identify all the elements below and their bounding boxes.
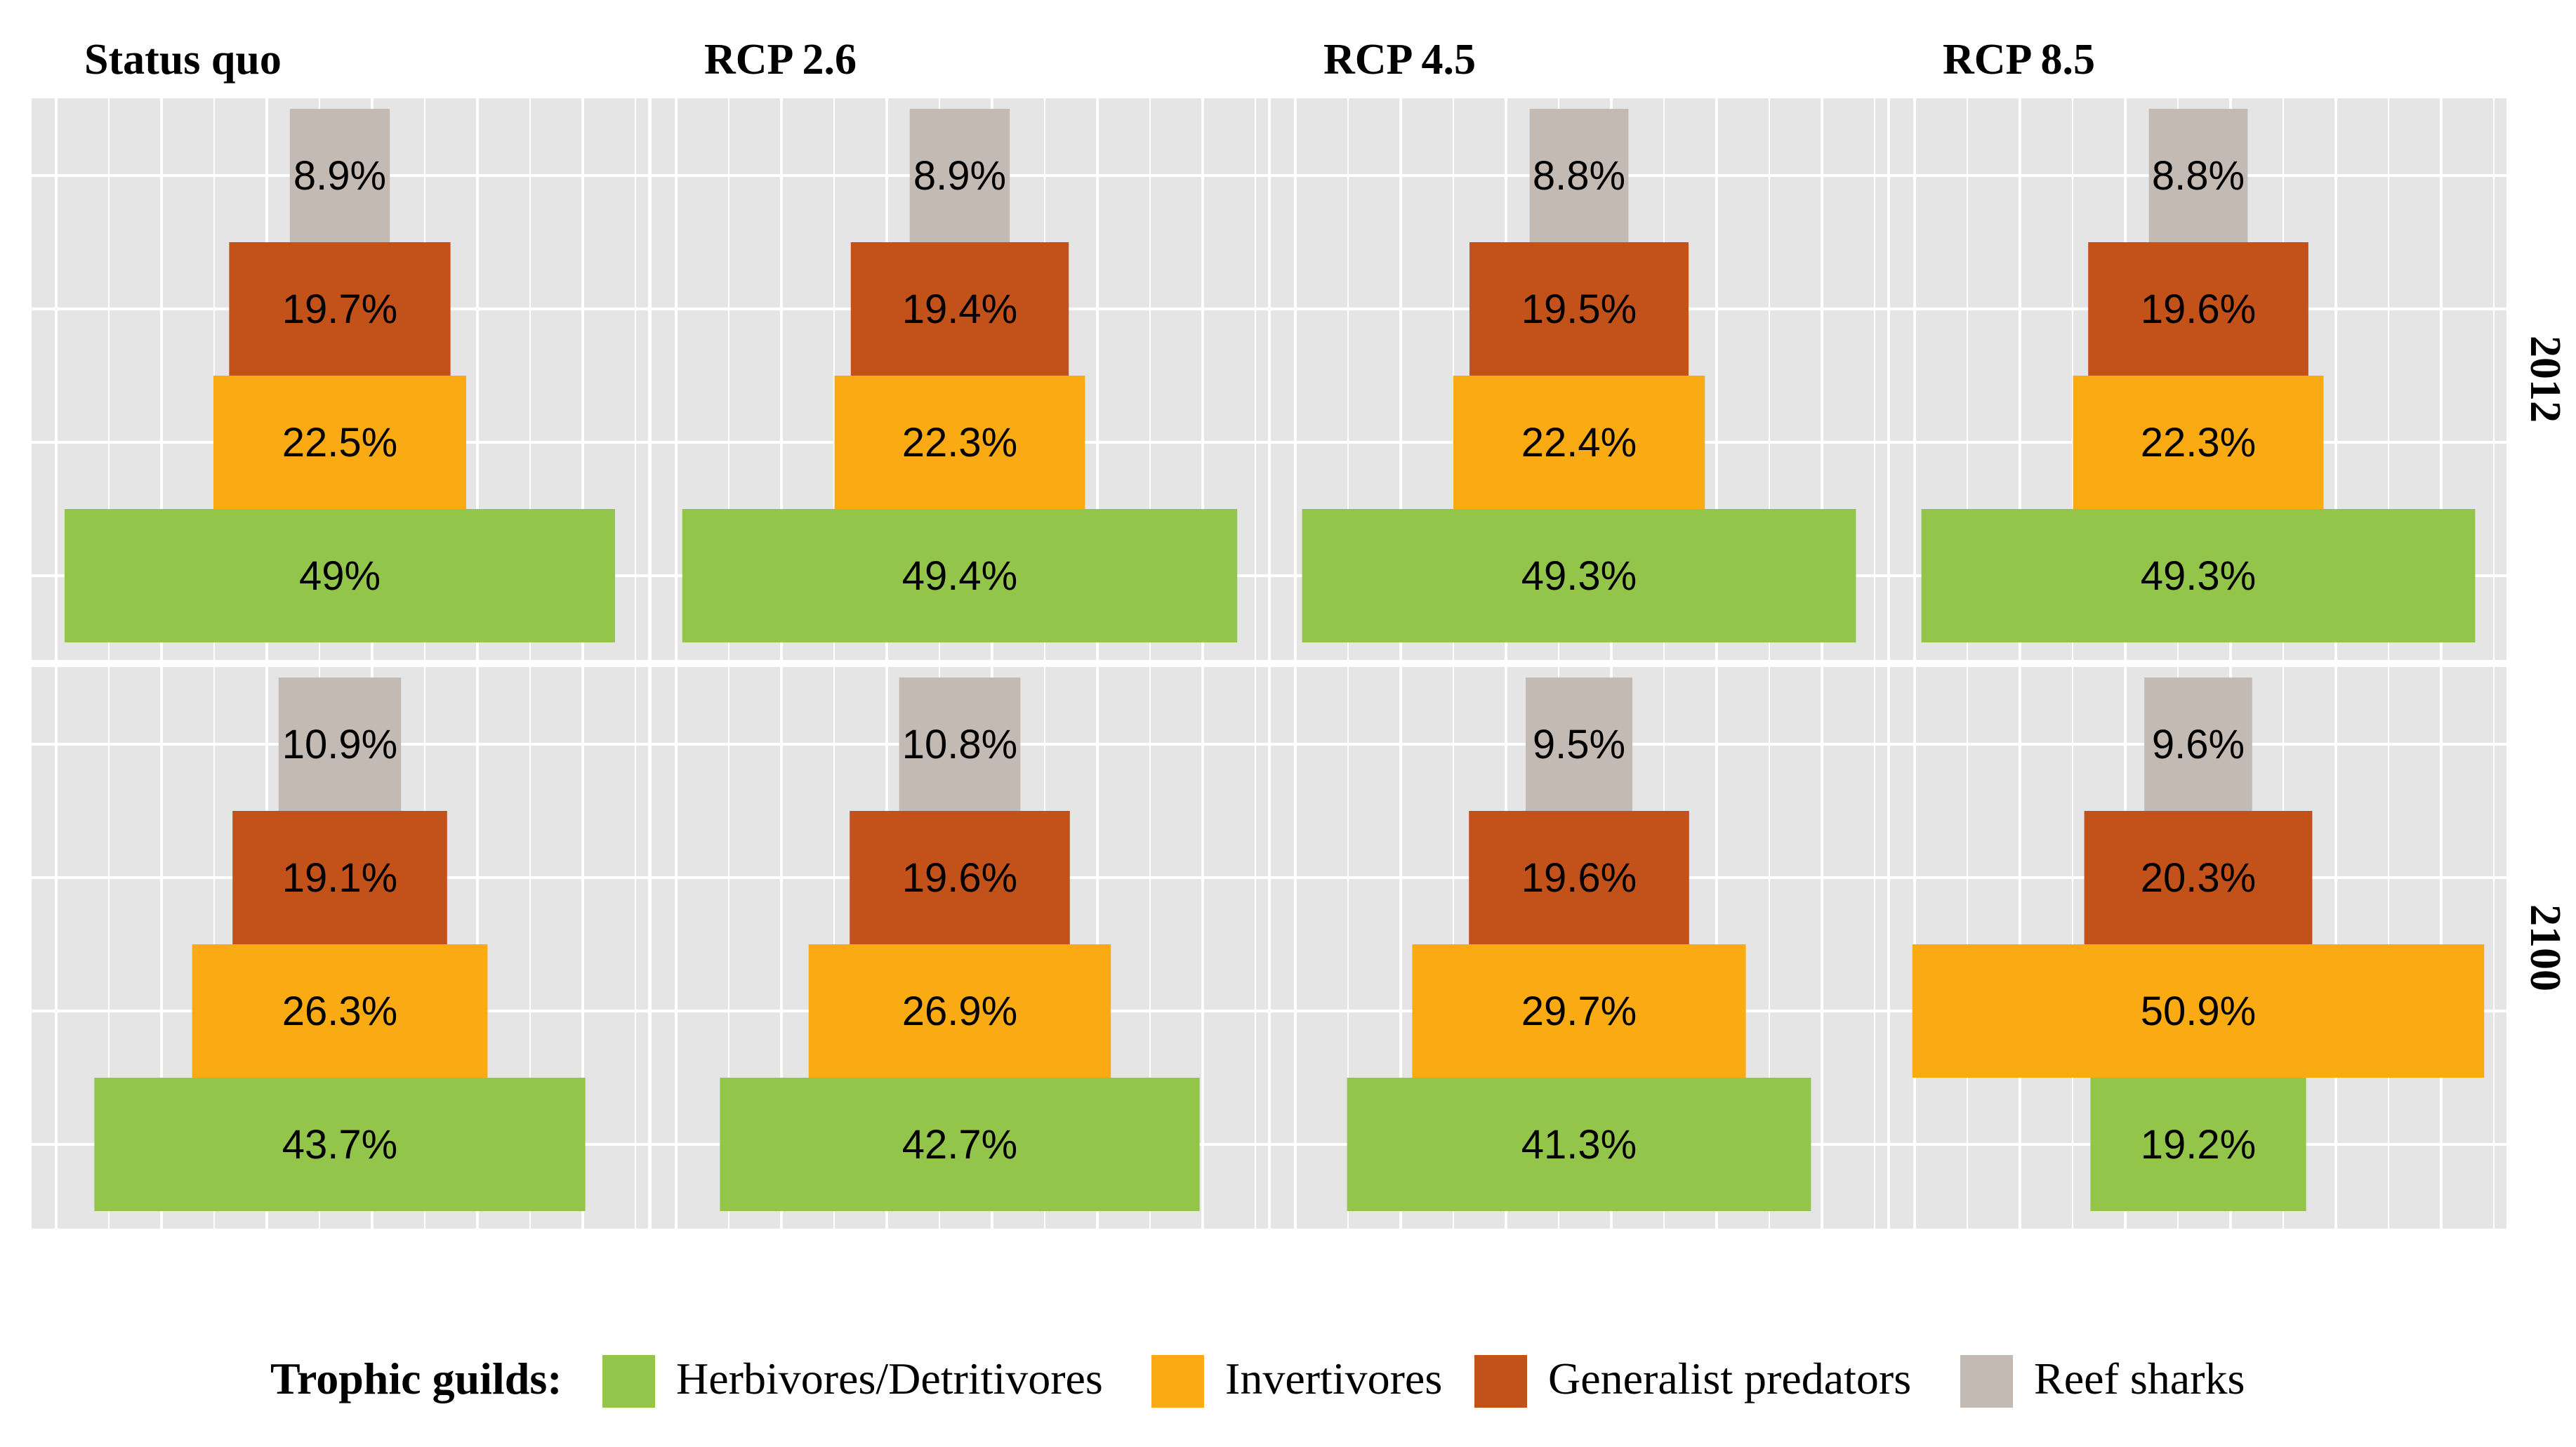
bar-invertivores: [1453, 376, 1705, 509]
column-title-rcp-2-6: RCP 2.6: [704, 36, 857, 84]
legend-label-reef-sharks: Reef sharks: [2034, 1354, 2245, 1403]
bar-label-invertivores: 22.4%: [1521, 420, 1637, 465]
bar-herbivores-detritivores: [2090, 1078, 2306, 1211]
bar-label-generalist-predators: 19.5%: [1521, 286, 1637, 332]
bar-generalist-predators: [850, 242, 1069, 376]
bar-label-herbivores-detritivores: 49%: [299, 553, 381, 599]
column-title-rcp-8-5: RCP 8.5: [1943, 36, 2095, 84]
bar-label-generalist-predators: 20.3%: [2141, 855, 2256, 901]
bar-label-generalist-predators: 19.7%: [282, 286, 397, 332]
bar-label-reef-sharks: 8.8%: [1533, 153, 1625, 199]
bar-herbivores-detritivores: [1302, 509, 1856, 642]
bar-invertivores: [1412, 944, 1746, 1078]
bar-label-generalist-predators: 19.6%: [2141, 286, 2256, 332]
bar-label-herbivores-detritivores: 43.7%: [282, 1122, 397, 1168]
panel-2100-rcp-2-6: 42.7% 26.9% 19.6% 10.8%: [652, 667, 1268, 1229]
bar-invertivores: [834, 376, 1085, 509]
bar-herbivores-detritivores: [94, 1078, 586, 1211]
bar-generalist-predators: [1469, 811, 1689, 944]
bar-label-invertivores: 26.9%: [902, 989, 1017, 1034]
legend: Trophic guilds: Herbivores/Detritivores In…: [270, 1354, 2245, 1408]
legend-label-generalist-predators: Generalist predators: [1548, 1354, 1911, 1403]
facet-panels: 49% 22.5% 19.7% 8.9% 49.4% 22.3% 19.4% 8.9% 49.3…: [32, 98, 2506, 1229]
bar-label-invertivores: 22.3%: [902, 420, 1017, 465]
column-title-status-quo: Status quo: [84, 36, 282, 84]
bar-invertivores: [2073, 376, 2324, 509]
bar-herbivores-detritivores: [1347, 1078, 1811, 1211]
bar-generalist-predators: [850, 811, 1070, 944]
bar-herbivores-detritivores: [720, 1078, 1200, 1211]
bar-generalist-predators: [2084, 811, 2313, 944]
bar-herbivores-detritivores: [1921, 509, 2476, 642]
bar-reef-sharks: [2144, 678, 2252, 811]
bar-invertivores: [1912, 944, 2485, 1078]
bar-label-reef-sharks: 9.5%: [1533, 722, 1625, 767]
bar-reef-sharks: [899, 678, 1021, 811]
bar-label-generalist-predators: 19.4%: [902, 286, 1017, 332]
row-label-2100: 2100: [2521, 904, 2569, 991]
bar-reef-sharks: [289, 109, 390, 242]
bar-label-invertivores: 26.3%: [282, 989, 397, 1034]
row-labels: 2012 2100: [2521, 336, 2569, 991]
bar-label-herbivores-detritivores: 42.7%: [902, 1122, 1017, 1168]
column-titles: Status quo RCP 2.6 RCP 4.5 RCP 8.5: [84, 36, 2095, 84]
column-title-rcp-4-5: RCP 4.5: [1323, 36, 1476, 84]
panel-2100-rcp-4-5: 41.3% 29.7% 19.6% 9.5%: [1271, 667, 1887, 1229]
bar-invertivores: [192, 944, 488, 1078]
panel-2012-rcp-4-5: 49.3% 22.4% 19.5% 8.8%: [1271, 98, 1887, 660]
bar-label-reef-sharks: 10.8%: [902, 722, 1017, 767]
bar-label-herbivores-detritivores: 49.4%: [902, 553, 1017, 599]
panel-2012-status-quo: 49% 22.5% 19.7% 8.9%: [32, 98, 648, 660]
bar-label-herbivores-detritivores: 49.3%: [2141, 553, 2256, 599]
legend-key-invertivores: [1151, 1355, 1204, 1408]
bar-label-herbivores-detritivores: 19.2%: [2141, 1122, 2256, 1168]
bar-reef-sharks: [1529, 109, 1629, 242]
legend-label-herbivores-detritivores: Herbivores/Detritivores: [676, 1354, 1103, 1403]
legend-key-reef-sharks: [1960, 1355, 2013, 1408]
bar-label-invertivores: 22.5%: [282, 420, 397, 465]
bar-reef-sharks: [909, 109, 1010, 242]
bar-generalist-predators: [1469, 242, 1689, 376]
bar-reef-sharks: [1526, 678, 1632, 811]
legend-title: Trophic guilds:: [270, 1354, 562, 1403]
bar-generalist-predators: [229, 242, 451, 376]
bar-label-invertivores: 29.7%: [1521, 989, 1637, 1034]
legend-key-herbivores-detritivores: [602, 1355, 655, 1408]
bar-label-reef-sharks: 8.9%: [913, 153, 1006, 199]
bar-reef-sharks: [278, 678, 402, 811]
bar-herbivores-detritivores: [682, 509, 1238, 642]
bar-label-reef-sharks: 8.8%: [2152, 153, 2245, 199]
panel-2012-rcp-2-6: 49.4% 22.3% 19.4% 8.9%: [652, 98, 1268, 660]
legend-key-generalist-predators: [1474, 1355, 1527, 1408]
panel-2012-rcp-8-5: 49.3% 22.3% 19.6% 8.8%: [1890, 98, 2506, 660]
bar-label-generalist-predators: 19.6%: [1521, 855, 1637, 901]
bar-label-generalist-predators: 19.1%: [282, 855, 397, 901]
bar-label-reef-sharks: 10.9%: [282, 722, 397, 767]
bar-reef-sharks: [2148, 109, 2248, 242]
bar-label-herbivores-detritivores: 41.3%: [1521, 1122, 1637, 1168]
row-label-2012: 2012: [2521, 336, 2569, 423]
bar-invertivores: [808, 944, 1111, 1078]
bar-label-invertivores: 22.3%: [2141, 420, 2256, 465]
legend-label-invertivores: Invertivores: [1225, 1354, 1442, 1403]
panel-2100-rcp-8-5: 19.2% 50.9% 20.3% 9.6%: [1890, 667, 2506, 1229]
bar-label-reef-sharks: 9.6%: [2152, 722, 2245, 767]
bar-generalist-predators: [2088, 242, 2309, 376]
panel-2100-status-quo: 43.7% 26.3% 19.1% 10.9%: [32, 667, 648, 1229]
bar-invertivores: [213, 376, 466, 509]
bar-label-generalist-predators: 19.6%: [902, 855, 1017, 901]
bar-label-invertivores: 50.9%: [2141, 989, 2256, 1034]
bar-generalist-predators: [232, 811, 447, 944]
bar-label-herbivores-detritivores: 49.3%: [1521, 553, 1637, 599]
bar-label-reef-sharks: 8.9%: [293, 153, 386, 199]
bar-herbivores-detritivores: [65, 509, 615, 642]
